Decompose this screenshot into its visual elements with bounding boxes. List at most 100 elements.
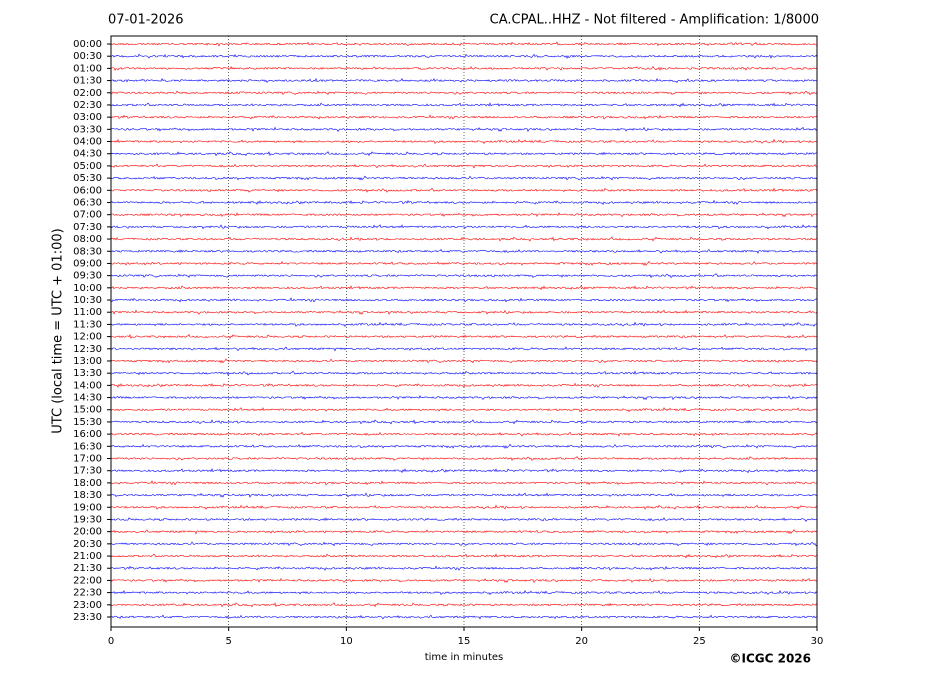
trace	[110, 90, 818, 96]
y-tick-label: 09:00	[73, 258, 102, 269]
credit: ©ICGC 2026	[729, 652, 811, 666]
y-tick-label: 04:00	[73, 137, 102, 148]
x-axis-label: time in minutes	[425, 652, 504, 663]
trace	[110, 126, 818, 132]
y-tick-label: 16:30	[73, 441, 102, 452]
y-tick-label: 16:00	[73, 429, 102, 440]
y-tick-label: 09:30	[73, 271, 102, 282]
trace	[110, 565, 818, 571]
trace	[110, 541, 818, 547]
y-tick-label: 02:30	[73, 100, 102, 111]
trace	[110, 187, 818, 193]
trace	[110, 431, 818, 437]
trace	[110, 456, 818, 461]
y-tick-label: 05:00	[73, 161, 102, 172]
y-tick-label: 03:30	[73, 124, 102, 135]
trace	[110, 138, 818, 145]
trace	[110, 333, 818, 339]
y-tick-label: 01:30	[73, 76, 102, 87]
y-tick-label: 05:30	[73, 173, 102, 184]
trace	[110, 614, 818, 620]
y-tick-label: 20:30	[73, 539, 102, 550]
trace	[110, 358, 818, 364]
x-tick-label: 0	[108, 636, 114, 647]
trace	[110, 602, 818, 608]
y-tick-label: 10:00	[73, 283, 102, 294]
y-tick-label: 06:00	[73, 185, 102, 196]
trace	[110, 419, 818, 425]
y-tick-label: 13:30	[73, 368, 102, 379]
trace	[110, 407, 818, 413]
trace	[110, 53, 818, 59]
x-tick-label: 10	[340, 636, 353, 647]
trace	[110, 199, 818, 205]
trace	[110, 553, 818, 559]
y-tick-label: 22:30	[73, 588, 102, 599]
trace	[110, 346, 818, 352]
chart-title: 07-01-2026	[108, 13, 184, 28]
y-tick-label: 22:00	[73, 575, 102, 586]
trace	[110, 273, 818, 279]
y-tick-label: 21:00	[73, 551, 102, 562]
trace	[110, 163, 818, 169]
y-tick-label: 18:30	[73, 490, 102, 501]
y-tick-label: 07:00	[73, 210, 102, 221]
chart-subtitle: CA.CPAL..HHZ - Not filtered - Amplificat…	[490, 13, 819, 28]
y-tick-label: 14:30	[73, 393, 102, 404]
trace	[110, 309, 818, 315]
y-tick-label: 01:00	[73, 63, 102, 74]
trace	[110, 382, 818, 388]
y-tick-label: 12:30	[73, 344, 102, 355]
trace	[110, 224, 818, 230]
y-tick-label: 02:00	[73, 88, 102, 99]
x-tick-label: 5	[225, 636, 231, 647]
y-axis-label: UTC (local time = UTC + 01:00)	[51, 228, 66, 433]
trace	[110, 395, 818, 401]
trace	[110, 443, 818, 449]
y-tick-label: 12:00	[73, 332, 102, 343]
y-tick-label: 15:00	[73, 405, 102, 416]
trace	[110, 151, 818, 157]
x-tick-label: 25	[693, 636, 706, 647]
trace	[110, 77, 818, 84]
y-tick-label: 04:30	[73, 149, 102, 160]
trace	[110, 467, 818, 474]
trace	[110, 114, 818, 120]
y-tick-label: 03:00	[73, 112, 102, 123]
y-tick-label: 11:30	[73, 319, 102, 330]
trace	[110, 65, 818, 71]
trace	[110, 175, 818, 181]
y-tick-label: 13:00	[73, 356, 102, 367]
x-tick-label: 30	[811, 636, 824, 647]
trace	[110, 102, 818, 108]
trace	[110, 370, 818, 376]
trace	[110, 285, 818, 291]
y-tick-label: 07:30	[73, 222, 102, 233]
y-tick-label: 18:00	[73, 478, 102, 489]
trace	[110, 212, 818, 218]
trace	[110, 297, 818, 303]
y-tick-label: 00:30	[73, 51, 102, 62]
y-tick-label: 17:30	[73, 466, 102, 477]
trace	[110, 236, 818, 242]
trace	[110, 577, 818, 584]
trace	[110, 504, 818, 510]
x-tick-label: 15	[458, 636, 471, 647]
y-tick-label: 23:00	[73, 600, 102, 611]
trace	[110, 248, 818, 254]
trace	[110, 517, 818, 522]
y-tick-label: 14:00	[73, 380, 102, 391]
trace	[110, 529, 818, 535]
y-tick-label: 19:00	[73, 502, 102, 513]
y-tick-label: 08:30	[73, 246, 102, 257]
y-tick-label: 23:30	[73, 612, 102, 623]
y-tick-label: 20:00	[73, 527, 102, 538]
y-tick-label: 11:00	[73, 307, 102, 318]
trace	[110, 480, 818, 486]
y-tick-label: 08:00	[73, 234, 102, 245]
trace	[110, 492, 818, 498]
x-tick-label: 20	[575, 636, 588, 647]
y-tick-label: 17:00	[73, 454, 102, 465]
trace	[110, 41, 818, 47]
y-tick-label: 21:30	[73, 563, 102, 574]
